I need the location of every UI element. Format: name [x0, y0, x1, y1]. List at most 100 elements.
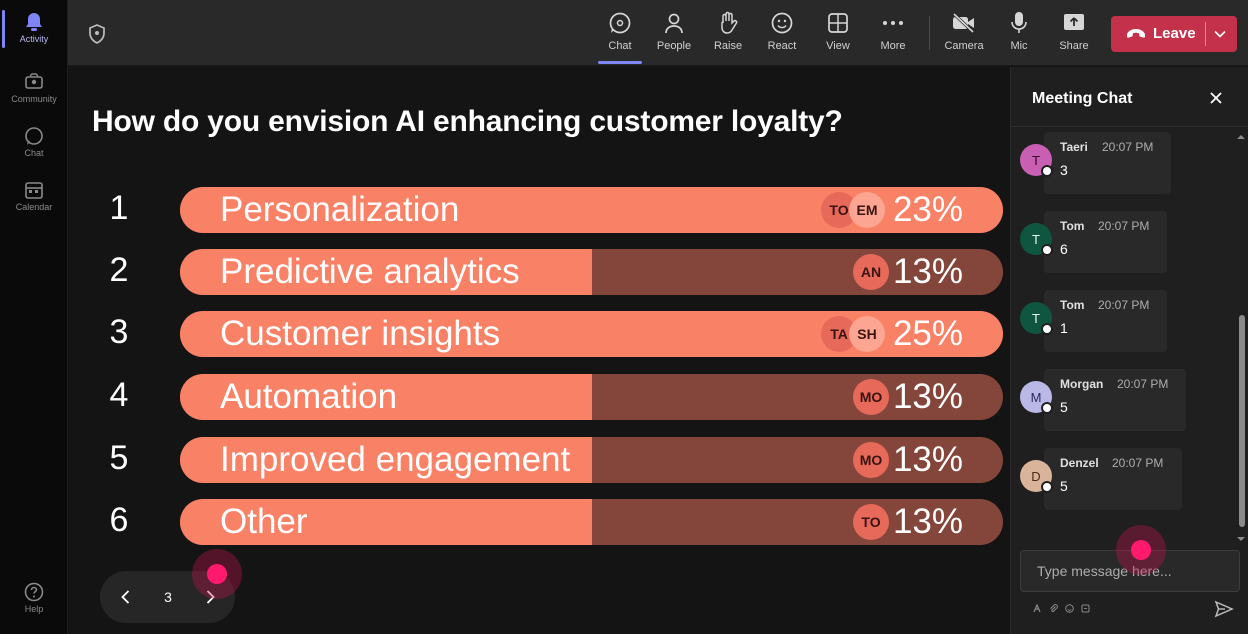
option-percent: 13%: [892, 440, 963, 479]
toolbar-label: Mic: [1010, 40, 1028, 52]
avatar-initial: T: [1032, 310, 1040, 326]
option-number: 2: [109, 251, 129, 289]
rail-item-activity[interactable]: Activity: [0, 4, 68, 56]
toolbar-label: People: [656, 40, 692, 52]
presence-icon: [1041, 402, 1053, 414]
toolbar-react-button[interactable]: React: [758, 10, 806, 60]
share-icon: [1061, 10, 1087, 36]
option-percent: 25%: [892, 314, 963, 353]
toolbar-chat-button[interactable]: Chat: [596, 10, 644, 60]
compose-toolbar: [1032, 603, 1090, 613]
chevron-left-icon[interactable]: [116, 587, 136, 612]
poll-option-bar[interactable]: Personalization TO EM 23%: [180, 187, 1003, 233]
option-label: Personalization: [220, 190, 460, 229]
rail-label: Help: [24, 604, 44, 614]
avatar: TA: [821, 316, 857, 352]
message-body: 6: [1060, 241, 1068, 257]
option-percent: 13%: [892, 252, 963, 291]
option-number: 5: [109, 439, 129, 477]
option-label: Improved engagement: [220, 440, 571, 479]
active-tab-indicator: [598, 61, 642, 64]
message-time: 20:07 PM: [1117, 377, 1169, 391]
hang-up-icon: [1125, 26, 1147, 45]
avatar-initial: D: [1031, 468, 1041, 484]
presence-icon: [1041, 323, 1053, 335]
rail-item-chat[interactable]: Chat: [0, 118, 68, 170]
chat-header: Meeting Chat: [1011, 67, 1248, 127]
message-sender: Tom: [1060, 219, 1085, 233]
smiley-icon: [769, 10, 795, 36]
avatar-initial: T: [1032, 231, 1040, 247]
bell-icon: [24, 12, 44, 32]
toolbar-label: View: [826, 40, 850, 52]
chat-message: Taeri 20:07 PM 3: [1044, 132, 1171, 194]
avatar: D: [1020, 460, 1053, 493]
poll-option-bar[interactable]: Automation MO 13%: [180, 374, 1003, 420]
toolbar-mic-button[interactable]: Mic: [995, 10, 1043, 60]
message-body: 1: [1060, 320, 1068, 336]
shield-icon[interactable]: [88, 24, 106, 44]
option-percent: 23%: [892, 190, 963, 229]
message-time: 20:07 PM: [1098, 298, 1150, 312]
toolbar-share-button[interactable]: Share: [1050, 10, 1098, 60]
toolbar-people-button[interactable]: People: [650, 10, 698, 60]
toolbar-raise-button[interactable]: Raise: [704, 10, 752, 60]
option-fill: [180, 374, 592, 420]
format-icon[interactable]: [1032, 603, 1042, 613]
presence-icon: [1041, 244, 1053, 256]
option-label: Predictive analytics: [220, 252, 520, 291]
meeting-toolbar: Chat People Raise React View: [68, 0, 1248, 66]
scroll-thumb[interactable]: [1239, 315, 1245, 527]
rail-item-calendar[interactable]: Calendar: [0, 172, 68, 224]
send-icon[interactable]: [1214, 600, 1234, 623]
toolbar-label: Share: [1059, 40, 1089, 52]
chat-message-list[interactable]: Taeri 20:07 PM 3 T Tom 20:07 PM 6 T Tom: [1011, 128, 1248, 542]
attach-icon[interactable]: [1048, 603, 1058, 613]
avatar: SH: [849, 316, 885, 352]
message-time: 20:07 PM: [1112, 456, 1164, 470]
poll-option-bar[interactable]: Other TO 13%: [180, 499, 1003, 545]
avatar: T: [1020, 223, 1053, 256]
people-icon: [661, 10, 687, 36]
poll-option-bar[interactable]: Improved engagement MO 13%: [180, 437, 1003, 483]
toolbar-more-button[interactable]: More: [869, 10, 917, 60]
toolbar-label: Chat: [608, 40, 632, 52]
rail-label: Chat: [24, 148, 44, 158]
toolbar-divider: [929, 16, 930, 50]
scroll-up-icon[interactable]: [1237, 133, 1245, 141]
message-compose-box[interactable]: [1020, 550, 1240, 592]
mic-icon: [1006, 10, 1032, 36]
sticker-icon[interactable]: [1080, 603, 1090, 613]
poll-option-bar[interactable]: Customer insights TA SH 25%: [180, 311, 1003, 357]
rail-item-community[interactable]: Community: [0, 64, 68, 116]
chat-message: Tom 20:07 PM 6: [1044, 211, 1167, 273]
message-sender: Denzel: [1060, 456, 1099, 470]
message-body: 5: [1060, 478, 1068, 494]
close-icon[interactable]: [1209, 91, 1223, 110]
chevron-right-icon[interactable]: [200, 587, 220, 612]
scroll-down-icon[interactable]: [1237, 535, 1245, 543]
option-fill: [180, 437, 592, 483]
option-number: 4: [109, 376, 129, 414]
avatar: MO: [853, 379, 889, 415]
option-label: Automation: [220, 377, 398, 416]
rail-label: Activity: [19, 34, 49, 44]
message-body: 3: [1060, 162, 1068, 178]
emoji-icon[interactable]: [1064, 603, 1074, 613]
click-indicator: [192, 549, 242, 599]
toolbar-camera-button[interactable]: Camera: [940, 10, 988, 60]
chat-scrollbar[interactable]: [1235, 133, 1247, 543]
option-label: Other: [220, 502, 308, 541]
toolbar-view-button[interactable]: View: [814, 10, 862, 60]
chat-icon: [607, 10, 633, 36]
click-indicator: [1116, 525, 1166, 575]
rail-item-help[interactable]: Help: [0, 574, 68, 626]
poll-stage: How do you envision AI enhancing custome…: [68, 67, 1010, 634]
chevron-down-icon[interactable]: [1213, 27, 1227, 46]
help-icon: [24, 582, 44, 602]
poll-option-bar[interactable]: Predictive analytics AN 13%: [180, 249, 1003, 295]
message-sender: Morgan: [1060, 377, 1104, 391]
message-input[interactable]: [1021, 551, 1239, 591]
more-icon: [880, 10, 906, 36]
leave-button[interactable]: Leave: [1111, 16, 1237, 52]
